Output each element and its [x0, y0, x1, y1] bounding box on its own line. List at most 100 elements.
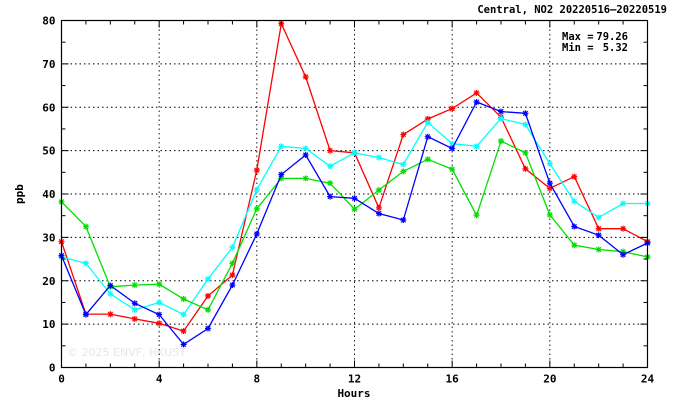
data-point [522, 110, 529, 117]
data-point [351, 206, 358, 213]
data-point [156, 299, 163, 306]
data-point [205, 292, 211, 299]
data-point [180, 311, 187, 318]
x-tick-label: 4 [156, 373, 163, 386]
x-tick-label: 0 [58, 373, 65, 386]
min-label: Min = [562, 42, 594, 54]
data-point [400, 168, 407, 175]
data-point [375, 187, 382, 194]
data-point [180, 341, 187, 348]
data-point [620, 200, 627, 207]
data-point [156, 281, 163, 288]
data-point [253, 205, 260, 212]
data-point [253, 230, 260, 237]
data-point [82, 223, 89, 230]
data-point [546, 211, 553, 218]
data-point [205, 306, 211, 313]
data-point [180, 328, 187, 335]
y-tick-label: 80 [42, 15, 55, 28]
data-point [229, 272, 236, 279]
data-point [473, 89, 480, 96]
series-layer [58, 20, 651, 348]
data-point [473, 212, 480, 219]
data-point [107, 290, 114, 297]
data-point [449, 166, 456, 173]
data-point [449, 145, 456, 152]
data-point [498, 138, 504, 145]
data-point [180, 295, 187, 302]
data-point [571, 223, 578, 230]
data-point [131, 315, 138, 322]
y-tick-label: 50 [42, 145, 55, 158]
data-point [327, 163, 334, 170]
y-tick-label: 20 [42, 275, 55, 288]
y-tick-label: 60 [42, 101, 55, 114]
x-axis-title: Hours [337, 387, 370, 400]
series-2 [58, 115, 651, 318]
data-point [571, 242, 578, 249]
x-tick-label: 8 [254, 373, 261, 386]
ticks [61, 20, 648, 368]
data-point [595, 246, 602, 253]
x-tick-label: 16 [446, 373, 460, 386]
chart-title: Central, NO2 20220516–20220519 [477, 4, 667, 16]
y-tick-labels: 0 10 20 30 40 50 60 70 80 [42, 15, 55, 375]
data-point [205, 276, 211, 283]
data-point [205, 325, 211, 332]
data-point [620, 251, 627, 258]
data-point [131, 306, 138, 313]
data-point [156, 311, 163, 318]
x-tick-label: 20 [543, 373, 556, 386]
data-point [375, 154, 382, 161]
data-point [327, 193, 334, 200]
data-point [522, 149, 529, 156]
data-point [156, 320, 163, 327]
y-tick-label: 30 [42, 231, 55, 244]
data-point [424, 156, 431, 163]
data-point [107, 282, 114, 289]
y-axis-title: ppb [13, 184, 26, 204]
data-point [229, 260, 236, 267]
data-point [278, 143, 285, 150]
max-value: 79.26 [596, 31, 628, 43]
data-point [473, 143, 480, 150]
y-tick-label: 40 [42, 188, 55, 201]
x-tick-label: 24 [641, 373, 655, 386]
max-label: Max = [562, 31, 594, 43]
data-point [424, 119, 431, 126]
series-4 [58, 99, 651, 348]
data-point [131, 300, 138, 307]
data-point [571, 173, 578, 180]
data-point [253, 167, 260, 174]
data-point [302, 151, 309, 158]
data-point [229, 244, 236, 251]
data-point [400, 217, 407, 224]
data-point [522, 121, 529, 128]
data-point [595, 225, 602, 232]
data-point [327, 180, 334, 187]
data-point [498, 115, 504, 122]
data-point [82, 260, 89, 267]
y-tick-label: 0 [49, 362, 56, 375]
data-point [473, 99, 480, 106]
data-point [107, 311, 114, 318]
x-tick-label: 12 [348, 373, 361, 386]
data-point [546, 180, 553, 187]
data-point [375, 204, 382, 211]
data-point [400, 161, 407, 168]
data-point [351, 149, 358, 156]
data-point [302, 73, 309, 80]
y-tick-label: 70 [42, 58, 55, 71]
data-point [546, 160, 553, 167]
min-value: 5.32 [603, 42, 628, 54]
data-point [131, 282, 138, 289]
x-tick-labels: 0 4 8 12 16 20 24 [58, 373, 654, 386]
data-point [82, 311, 89, 318]
data-point [595, 232, 602, 239]
data-point [449, 105, 456, 112]
data-point [278, 171, 285, 178]
data-point [375, 210, 382, 217]
data-point [522, 165, 529, 172]
data-point [571, 198, 578, 205]
data-point [595, 214, 602, 221]
